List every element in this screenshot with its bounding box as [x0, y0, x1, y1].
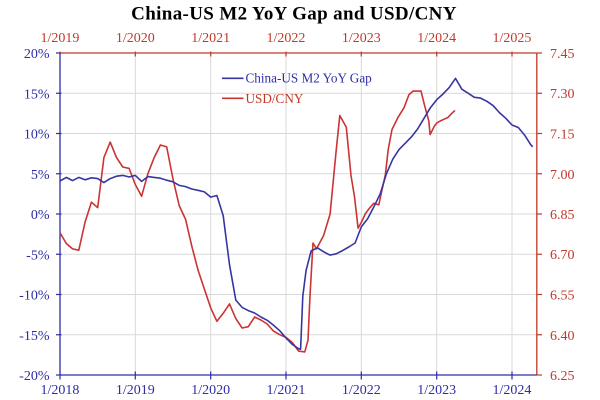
- svg-text:1/2024: 1/2024: [493, 383, 532, 398]
- svg-text:5%: 5%: [31, 168, 50, 183]
- svg-text:6.70: 6.70: [550, 248, 575, 263]
- svg-text:7.45: 7.45: [550, 47, 575, 62]
- svg-text:15%: 15%: [24, 88, 50, 103]
- svg-text:6.25: 6.25: [550, 369, 575, 384]
- svg-text:0%: 0%: [31, 208, 50, 223]
- svg-text:1/2021: 1/2021: [191, 31, 230, 46]
- svg-text:7.15: 7.15: [550, 128, 575, 143]
- svg-text:1/2024: 1/2024: [417, 31, 456, 46]
- svg-text:20%: 20%: [24, 47, 50, 62]
- svg-text:-5%: -5%: [26, 248, 50, 263]
- svg-text:1/2021: 1/2021: [267, 383, 306, 398]
- svg-text:7.00: 7.00: [550, 168, 575, 183]
- svg-text:China-US M2 YoY Gap and USD/CN: China-US M2 YoY Gap and USD/CNY: [131, 4, 457, 25]
- svg-text:-10%: -10%: [19, 289, 50, 304]
- svg-text:6.40: 6.40: [550, 329, 575, 344]
- svg-text:1/2022: 1/2022: [267, 31, 306, 46]
- svg-text:1/2018: 1/2018: [41, 383, 80, 398]
- svg-text:China-US M2 YoY Gap: China-US M2 YoY Gap: [246, 71, 373, 86]
- svg-text:7.30: 7.30: [550, 87, 575, 102]
- svg-text:-20%: -20%: [19, 369, 50, 384]
- svg-text:1/2020: 1/2020: [116, 31, 155, 46]
- svg-text:1/2019: 1/2019: [41, 31, 80, 46]
- svg-text:USD/CNY: USD/CNY: [246, 91, 304, 106]
- svg-text:1/2023: 1/2023: [417, 383, 456, 398]
- svg-text:1/2025: 1/2025: [493, 31, 532, 46]
- svg-text:1/2022: 1/2022: [342, 383, 381, 398]
- svg-text:6.85: 6.85: [550, 208, 575, 223]
- svg-text:1/2023: 1/2023: [342, 31, 381, 46]
- svg-text:1/2019: 1/2019: [116, 383, 155, 398]
- svg-text:-15%: -15%: [19, 329, 50, 344]
- svg-text:10%: 10%: [24, 128, 50, 143]
- svg-text:1/2020: 1/2020: [191, 383, 230, 398]
- svg-text:6.55: 6.55: [550, 289, 575, 304]
